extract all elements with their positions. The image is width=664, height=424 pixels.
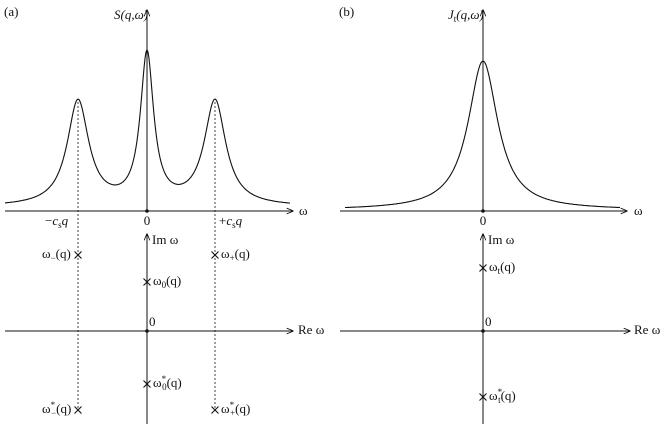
- label-part: −: [51, 408, 56, 418]
- pole-marker: [143, 278, 151, 286]
- label-part: +: [230, 408, 235, 418]
- label-part: (q): [167, 375, 182, 390]
- label-part: ω: [153, 273, 162, 288]
- pole-marker: [479, 393, 487, 401]
- label-part: ω: [153, 375, 162, 390]
- label-part: (q): [501, 388, 516, 403]
- label-part: +: [219, 213, 226, 228]
- x-axis-label: ω: [634, 203, 643, 218]
- pole-label: ω+(q): [221, 246, 250, 263]
- label-part: s: [232, 220, 236, 230]
- label-part: 0: [162, 382, 167, 392]
- y-axis-label: Jt(q,ω): [448, 7, 484, 24]
- panel-tag: (b): [339, 4, 354, 19]
- label-part: (q): [500, 259, 515, 274]
- re-axis-label: Re ω: [634, 322, 661, 337]
- pole-marker: [211, 406, 219, 414]
- label-part: c: [226, 213, 232, 228]
- pole-label: ω* 0(q): [153, 374, 182, 392]
- y-axis-label: S(q,ω): [114, 7, 148, 22]
- label-part: 0: [162, 280, 167, 290]
- label-part: −: [45, 213, 52, 228]
- label-part: q: [236, 213, 243, 228]
- x-tick-label: +csq: [219, 213, 243, 230]
- label-part: c: [52, 213, 58, 228]
- origin-label: 0: [149, 314, 156, 329]
- label-part: (q,ω): [121, 7, 149, 22]
- label-part: *: [162, 374, 167, 384]
- pole-label: ω* −(q): [42, 400, 71, 418]
- label-part: (q): [56, 401, 71, 416]
- origin-dot: [145, 209, 149, 213]
- label-part: (q): [166, 273, 181, 288]
- im-axis-label: Im ω: [152, 232, 179, 247]
- label-part: (q): [235, 401, 250, 416]
- label-part: q: [62, 213, 69, 228]
- label-part: ω: [221, 246, 230, 261]
- spectrum-curve: [4, 48, 291, 204]
- im-axis-label: Im ω: [488, 232, 515, 247]
- label-part: ω: [42, 246, 51, 261]
- origin-dot: [481, 209, 485, 213]
- pole-marker: [211, 251, 219, 259]
- origin-dot: [481, 329, 485, 333]
- pole-label: ω* t(q): [489, 387, 516, 405]
- label-part: (q,ω): [456, 7, 484, 22]
- label-part: (q): [235, 246, 250, 261]
- pole-label: ω−(q): [42, 246, 71, 263]
- pole-label: ωt(q): [489, 259, 515, 276]
- label-part: −: [51, 253, 56, 263]
- label-part: *: [51, 400, 56, 410]
- x-axis-label: ω: [299, 203, 308, 218]
- pole-marker: [74, 251, 82, 259]
- label-part: ω: [489, 388, 498, 403]
- label-part: t: [454, 14, 457, 24]
- label-part: t: [498, 266, 501, 276]
- label-part: s: [58, 220, 62, 230]
- pole-marker: [74, 406, 82, 414]
- label-part: *: [230, 400, 235, 410]
- label-part: +: [230, 253, 235, 263]
- pole-marker: [143, 380, 151, 388]
- label-part: ω: [489, 259, 498, 274]
- x-tick-label: 0: [144, 213, 151, 228]
- label-part: ω: [221, 401, 230, 416]
- label-part: J: [448, 7, 455, 22]
- label-part: t: [498, 395, 501, 405]
- origin-label: 0: [485, 314, 492, 329]
- x-tick-label: −csq: [45, 213, 69, 230]
- pole-label: ω* +(q): [221, 400, 250, 418]
- label-part: ω: [42, 401, 51, 416]
- pole-marker: [479, 264, 487, 272]
- label-part: (q): [56, 246, 71, 261]
- x-tick-label: 0: [480, 213, 487, 228]
- label-part: S: [114, 7, 121, 22]
- re-axis-label: Re ω: [298, 322, 325, 337]
- panel-tag: (a): [4, 4, 18, 19]
- pole-label: ω0(q): [153, 273, 181, 290]
- origin-dot: [145, 329, 149, 333]
- label-part: *: [498, 387, 503, 397]
- spectrum-curve: [345, 60, 621, 209]
